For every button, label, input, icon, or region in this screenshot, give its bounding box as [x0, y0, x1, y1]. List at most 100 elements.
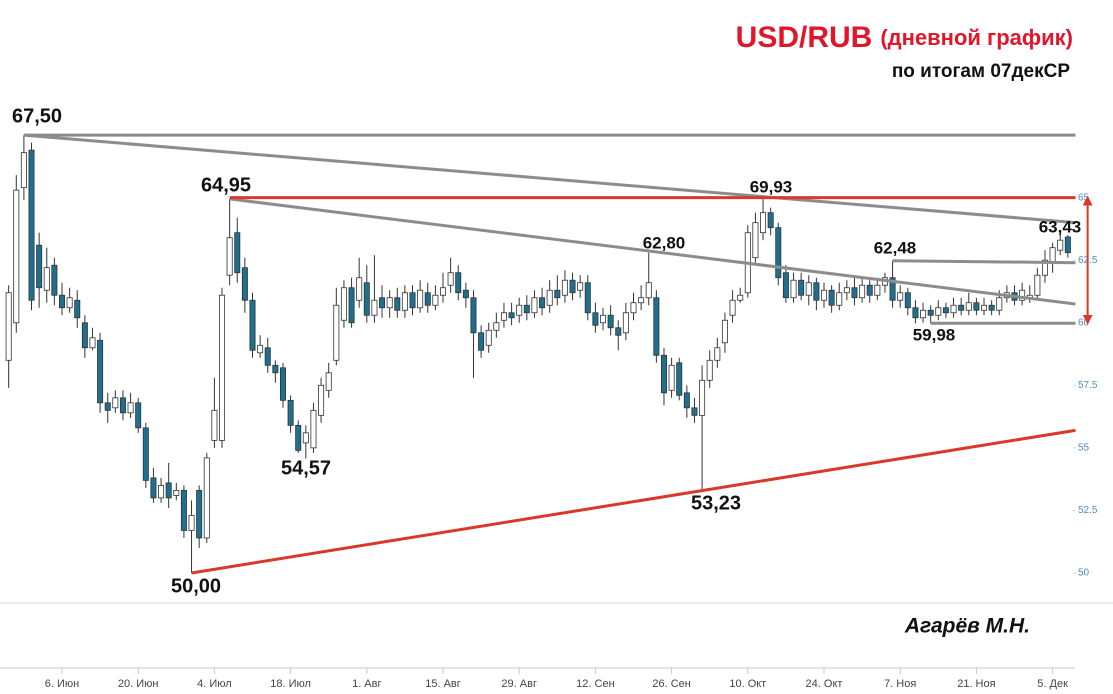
candle-body	[683, 392, 690, 409]
candle-body	[150, 477, 157, 499]
candle-body	[500, 312, 507, 321]
candle-body	[546, 289, 553, 306]
candle-body	[714, 347, 721, 361]
candle-body	[645, 282, 652, 299]
candle-body	[432, 294, 439, 306]
price-annotation: 50,00	[171, 575, 221, 597]
candle-body	[577, 282, 584, 291]
x-tick-label: 26. Сен	[652, 678, 690, 690]
candle-body	[333, 304, 340, 361]
chart-title: USD/RUB (дневной график)	[736, 21, 1073, 54]
candle-body	[965, 302, 972, 311]
y-tick-label: 52.5	[1078, 505, 1098, 516]
candle-body	[630, 302, 637, 314]
candle-body	[912, 307, 919, 319]
price-annotation: 69,93	[750, 177, 793, 196]
candle-body	[874, 284, 881, 296]
candle-body	[302, 432, 309, 444]
candle-body	[379, 297, 386, 309]
x-tick-label: 15. Авг	[425, 678, 461, 690]
candle-body	[729, 299, 736, 316]
trend-line	[191, 428, 1076, 575]
candle-body	[561, 279, 568, 296]
candle-body	[607, 314, 614, 329]
candle-body	[942, 307, 949, 314]
candle-body	[89, 337, 96, 349]
candle-body	[973, 302, 980, 311]
x-tick-label: 4. Июл	[197, 678, 232, 690]
candle-body	[699, 379, 706, 416]
candle-body	[74, 299, 81, 319]
price-annotation: 67,50	[12, 105, 62, 127]
candle-body	[462, 289, 469, 299]
candle-body	[539, 297, 546, 309]
candle-body	[935, 307, 942, 316]
candle-body	[737, 294, 744, 301]
candle-body	[508, 312, 515, 319]
candle-body	[439, 287, 446, 296]
candle-body	[531, 297, 538, 314]
candle-body	[59, 294, 66, 309]
y-tick-label: 57.5	[1078, 380, 1098, 391]
candle-body	[1034, 274, 1041, 296]
candle-body	[203, 457, 210, 539]
candle-body	[958, 304, 965, 311]
candle-body	[348, 287, 355, 324]
candle-body	[13, 189, 20, 324]
candle-body	[211, 409, 218, 441]
candle-body	[241, 267, 248, 301]
candle-body	[97, 339, 104, 404]
x-tick-label: 18. Июл	[270, 678, 311, 690]
candle-body	[394, 297, 401, 311]
candle-body	[981, 304, 988, 311]
candle-body	[828, 289, 835, 306]
candle-body	[782, 272, 789, 299]
candle-body	[638, 297, 645, 304]
candle-body	[188, 515, 195, 531]
x-tick-label: 21. Ноя	[957, 678, 995, 690]
chart-subtitle: по итогам 07декСР	[892, 61, 1071, 82]
candle-body	[721, 319, 728, 344]
candle-body	[615, 327, 622, 336]
x-tick-label: 5. Дек	[1037, 678, 1068, 690]
x-tick-label: 1. Авг	[352, 678, 381, 690]
candle-body	[600, 314, 607, 324]
candle-body	[371, 299, 378, 316]
candle-body	[340, 287, 347, 321]
candle-body	[226, 237, 233, 276]
price-annotation: 63,43	[1039, 217, 1082, 236]
candle-body	[485, 329, 492, 346]
trend-line	[23, 133, 1076, 225]
candle-body	[1057, 239, 1064, 251]
candle-body	[219, 294, 226, 441]
price-annotation: 62,80	[643, 233, 686, 252]
trend-line	[229, 197, 1076, 306]
candle-body	[927, 309, 934, 316]
candle-body	[318, 384, 325, 416]
candle-body	[554, 289, 561, 299]
candle-body	[676, 362, 683, 396]
candle-body	[1041, 259, 1048, 276]
price-annotation: 53,23	[691, 492, 741, 514]
candle-body	[401, 292, 408, 311]
candle-body	[119, 397, 126, 414]
candle-body	[310, 409, 317, 449]
author: Агарёв М.Н.	[904, 615, 1030, 638]
candle-body	[622, 312, 629, 334]
candle-body	[1049, 247, 1056, 264]
candle-body	[196, 490, 203, 539]
candle-body	[767, 212, 774, 229]
candle-body	[279, 367, 286, 401]
x-tick-label: 10. Окт	[729, 678, 766, 690]
candle-body	[866, 284, 873, 296]
candle-body	[798, 279, 805, 296]
candle-body	[81, 322, 88, 349]
candle-body	[516, 304, 523, 316]
candle-body	[272, 364, 279, 374]
candle-body	[158, 485, 165, 499]
candle-body	[20, 152, 27, 189]
x-tick-label: 12. Сен	[576, 678, 614, 690]
candle-body	[36, 244, 43, 289]
